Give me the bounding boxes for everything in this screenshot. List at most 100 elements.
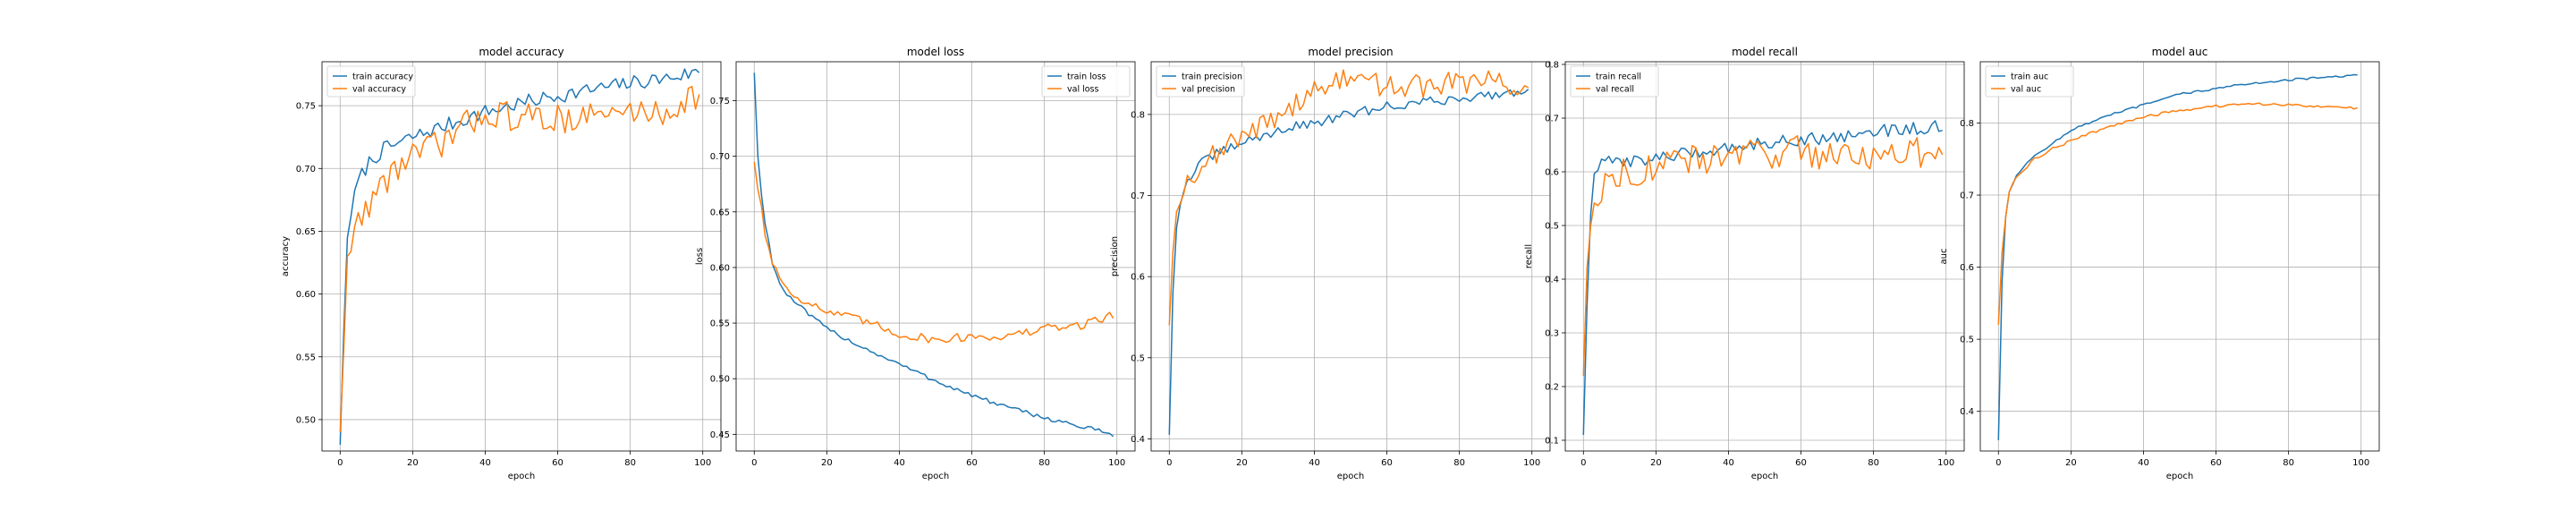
y-tick-label: 0.65: [296, 227, 316, 237]
y-tick-label: 0.2: [1545, 383, 1559, 393]
y-tick-label: 0.75: [296, 102, 316, 112]
legend-box: [1570, 65, 1659, 98]
x-axis-label: epoch: [508, 472, 535, 481]
series-line-train: [753, 72, 1114, 438]
y-tick-label: 0.70: [710, 152, 730, 162]
y-tick-label: 0.55: [710, 319, 730, 329]
y-tick-label: 0.6: [1960, 263, 1974, 273]
series-line-train: [1582, 120, 1943, 436]
x-tick-label: 60: [966, 458, 978, 468]
legend-label-val: val auc: [2011, 85, 2041, 95]
y-tick-label: 0.4: [1960, 407, 1974, 417]
chart-title: model auc: [2152, 46, 2208, 58]
y-tick-label: 0.4: [1545, 276, 1559, 285]
y-tick-label: 0.6: [1545, 168, 1559, 178]
x-tick-label: 40: [1309, 458, 1320, 468]
x-tick-label: 20: [1650, 458, 1662, 468]
y-tick-label: 0.8: [1131, 110, 1145, 120]
legend-box: [1041, 65, 1131, 98]
legend-box: [1985, 65, 2074, 98]
axes-frame: [1150, 61, 1551, 452]
x-tick-label: 80: [1868, 458, 1879, 468]
y-axis-label: accuracy: [281, 236, 291, 277]
y-axis-label: auc: [1939, 249, 1949, 265]
axes-frame: [735, 61, 1136, 452]
y-tick-label: 0.60: [296, 290, 316, 300]
x-tick-label: 0: [1166, 458, 1172, 468]
x-tick-label: 20: [1236, 458, 1248, 468]
x-tick-label: 40: [2138, 458, 2149, 468]
y-axis-label: recall: [1524, 244, 1534, 268]
x-tick-label: 40: [1723, 458, 1734, 468]
legend-label-train: train recall: [1596, 72, 1641, 82]
chart-title: model precision: [1308, 46, 1393, 58]
x-tick-label: 80: [1038, 458, 1050, 468]
chart-panel-4: 0 20 40 60 80 100 0.4 0.5 0.6 0.7 0.8 model auc epoc…: [1939, 46, 2380, 481]
x-tick-label: 60: [1795, 458, 1807, 468]
x-tick-label: 0: [1996, 458, 2001, 468]
x-tick-label: 100: [694, 458, 711, 468]
y-tick-label: 0.7: [1545, 115, 1559, 124]
y-tick-label: 0.50: [710, 375, 730, 385]
legend-label-val: val loss: [1067, 85, 1099, 95]
series-line-val: [339, 85, 700, 433]
y-tick-label: 0.7: [1960, 191, 1974, 201]
chart-title: model accuracy: [479, 46, 564, 58]
y-axis-label: loss: [695, 248, 705, 265]
chart-title: model recall: [1732, 46, 1798, 58]
x-tick-label: 80: [2283, 458, 2294, 468]
legend: train recall val recall: [1570, 65, 1659, 98]
x-tick-label: 0: [751, 458, 757, 468]
series-line-train: [1997, 73, 2358, 440]
x-tick-label: 100: [2352, 458, 2369, 468]
legend-label-train: train accuracy: [352, 72, 413, 82]
legend: train accuracy val accuracy: [326, 65, 416, 98]
x-tick-label: 100: [1523, 458, 1540, 468]
legend-label-train: train precision: [1182, 72, 1242, 82]
y-tick-label: 0.8: [1545, 61, 1559, 71]
chart-panel-3: 0 20 40 60 80 100 0.1 0.2 0.3 0.4 0.5 0.6 0.7 0.8 mode…: [1524, 46, 1965, 481]
x-tick-label: 80: [624, 458, 636, 468]
legend-label-val: val precision: [1182, 85, 1235, 95]
legend-label-train: train loss: [1067, 72, 1106, 82]
legend-label-val: val recall: [1596, 85, 1634, 95]
x-tick-label: 60: [1381, 458, 1393, 468]
x-tick-label: 100: [1937, 458, 1954, 468]
x-axis-label: epoch: [2166, 472, 2193, 481]
y-tick-label: 0.5: [1131, 353, 1145, 363]
series-line-train: [339, 68, 700, 446]
y-tick-label: 0.1: [1545, 437, 1559, 447]
legend-label-val: val accuracy: [352, 85, 406, 95]
y-tick-label: 0.7: [1131, 191, 1145, 201]
x-axis-label: epoch: [922, 472, 949, 481]
y-tick-label: 0.45: [710, 430, 730, 440]
x-axis-label: epoch: [1751, 472, 1778, 481]
legend: train auc val auc: [1985, 65, 2074, 98]
series-line-train: [1168, 89, 1530, 435]
y-tick-label: 0.55: [296, 353, 316, 362]
x-tick-label: 40: [479, 458, 491, 468]
series-line-val: [753, 161, 1114, 344]
x-tick-label: 60: [2210, 458, 2222, 468]
x-axis-label: epoch: [1337, 472, 1364, 481]
y-tick-label: 0.50: [296, 415, 316, 425]
y-tick-label: 0.5: [1960, 336, 1974, 345]
chart-panel-0: 0 20 40 60 80 100 0.50 0.55 0.60 0.65 0.70 0.75 mode…: [281, 46, 722, 481]
legend-box: [1156, 65, 1245, 98]
y-tick-label: 0.4: [1131, 435, 1145, 445]
axes-frame: [1979, 61, 2380, 452]
series-line-val: [1997, 102, 2358, 326]
chart-panel-1: 0 20 40 60 80 100 0.45 0.50 0.55 0.60 0.65 0.70 0.75…: [695, 46, 1136, 481]
x-tick-label: 80: [1453, 458, 1465, 468]
y-tick-label: 0.60: [710, 263, 730, 273]
legend-label-train: train auc: [2011, 72, 2048, 82]
y-tick-label: 0.65: [710, 208, 730, 217]
legend-box: [326, 65, 416, 98]
chart-panel-2: 0 20 40 60 80 100 0.4 0.5 0.6 0.7 0.8 model precisi…: [1110, 46, 1551, 481]
series-line-val: [1582, 134, 1944, 377]
axes-frame: [321, 61, 722, 452]
x-tick-label: 0: [1580, 458, 1586, 468]
series-line-val: [1168, 69, 1530, 326]
